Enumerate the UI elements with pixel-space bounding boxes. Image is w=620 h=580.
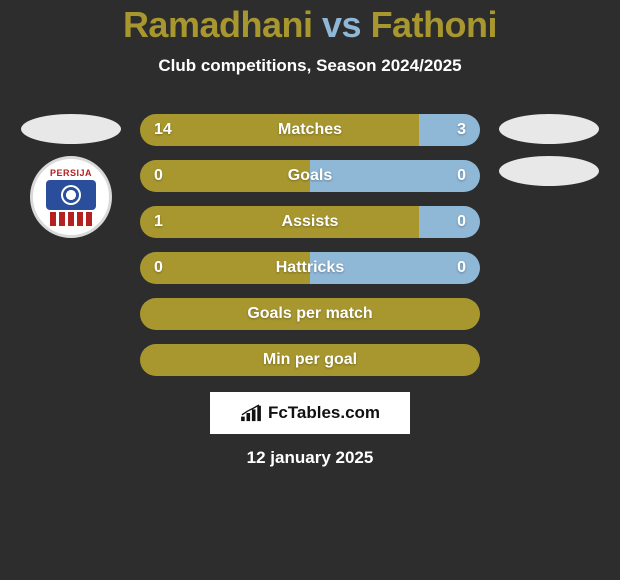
title-player2: Fathoni — [371, 4, 497, 45]
bar-label: Goals per match — [140, 305, 480, 323]
player2-avatar-placeholder — [499, 114, 599, 144]
attribution-box: FcTables.com — [210, 392, 410, 434]
content-wrapper: Ramadhani vs Fathoni Club competitions, … — [0, 0, 620, 580]
fctables-logo-icon — [240, 404, 262, 422]
page-title: Ramadhani vs Fathoni — [123, 4, 497, 46]
subtitle: Club competitions, Season 2024/2025 — [158, 56, 461, 76]
player1-avatar-placeholder — [21, 114, 121, 144]
bar-label: Matches — [140, 121, 480, 139]
title-vs: vs — [322, 4, 361, 45]
main-row: PERSIJA 143Matches 00Goals 10Assists 00Hatt… — [0, 114, 620, 376]
date-label: 12 january 2025 — [247, 448, 374, 468]
bar-label: Hattricks — [140, 259, 480, 277]
player2-club-placeholder — [499, 156, 599, 186]
club-badge-stripes — [50, 212, 92, 226]
player1-club-badge: PERSIJA — [30, 156, 112, 238]
bar-label: Assists — [140, 213, 480, 231]
stat-bar: Goals per match — [140, 298, 480, 330]
club-name-top: PERSIJA — [50, 168, 92, 178]
stat-bar: 00Goals — [140, 160, 480, 192]
stat-bar: 10Assists — [140, 206, 480, 238]
title-player1: Ramadhani — [123, 4, 313, 45]
right-side-column — [494, 114, 604, 186]
stat-bars: 143Matches 00Goals 10Assists 00Hattricks Goa… — [140, 114, 480, 376]
bar-label: Min per goal — [140, 351, 480, 369]
stat-bar: Min per goal — [140, 344, 480, 376]
stat-bar: 00Hattricks — [140, 252, 480, 284]
bar-label: Goals — [140, 167, 480, 185]
attribution-text: FcTables.com — [268, 403, 380, 423]
left-side-column: PERSIJA — [16, 114, 126, 238]
club-badge-emblem — [46, 180, 96, 210]
stat-bar: 143Matches — [140, 114, 480, 146]
